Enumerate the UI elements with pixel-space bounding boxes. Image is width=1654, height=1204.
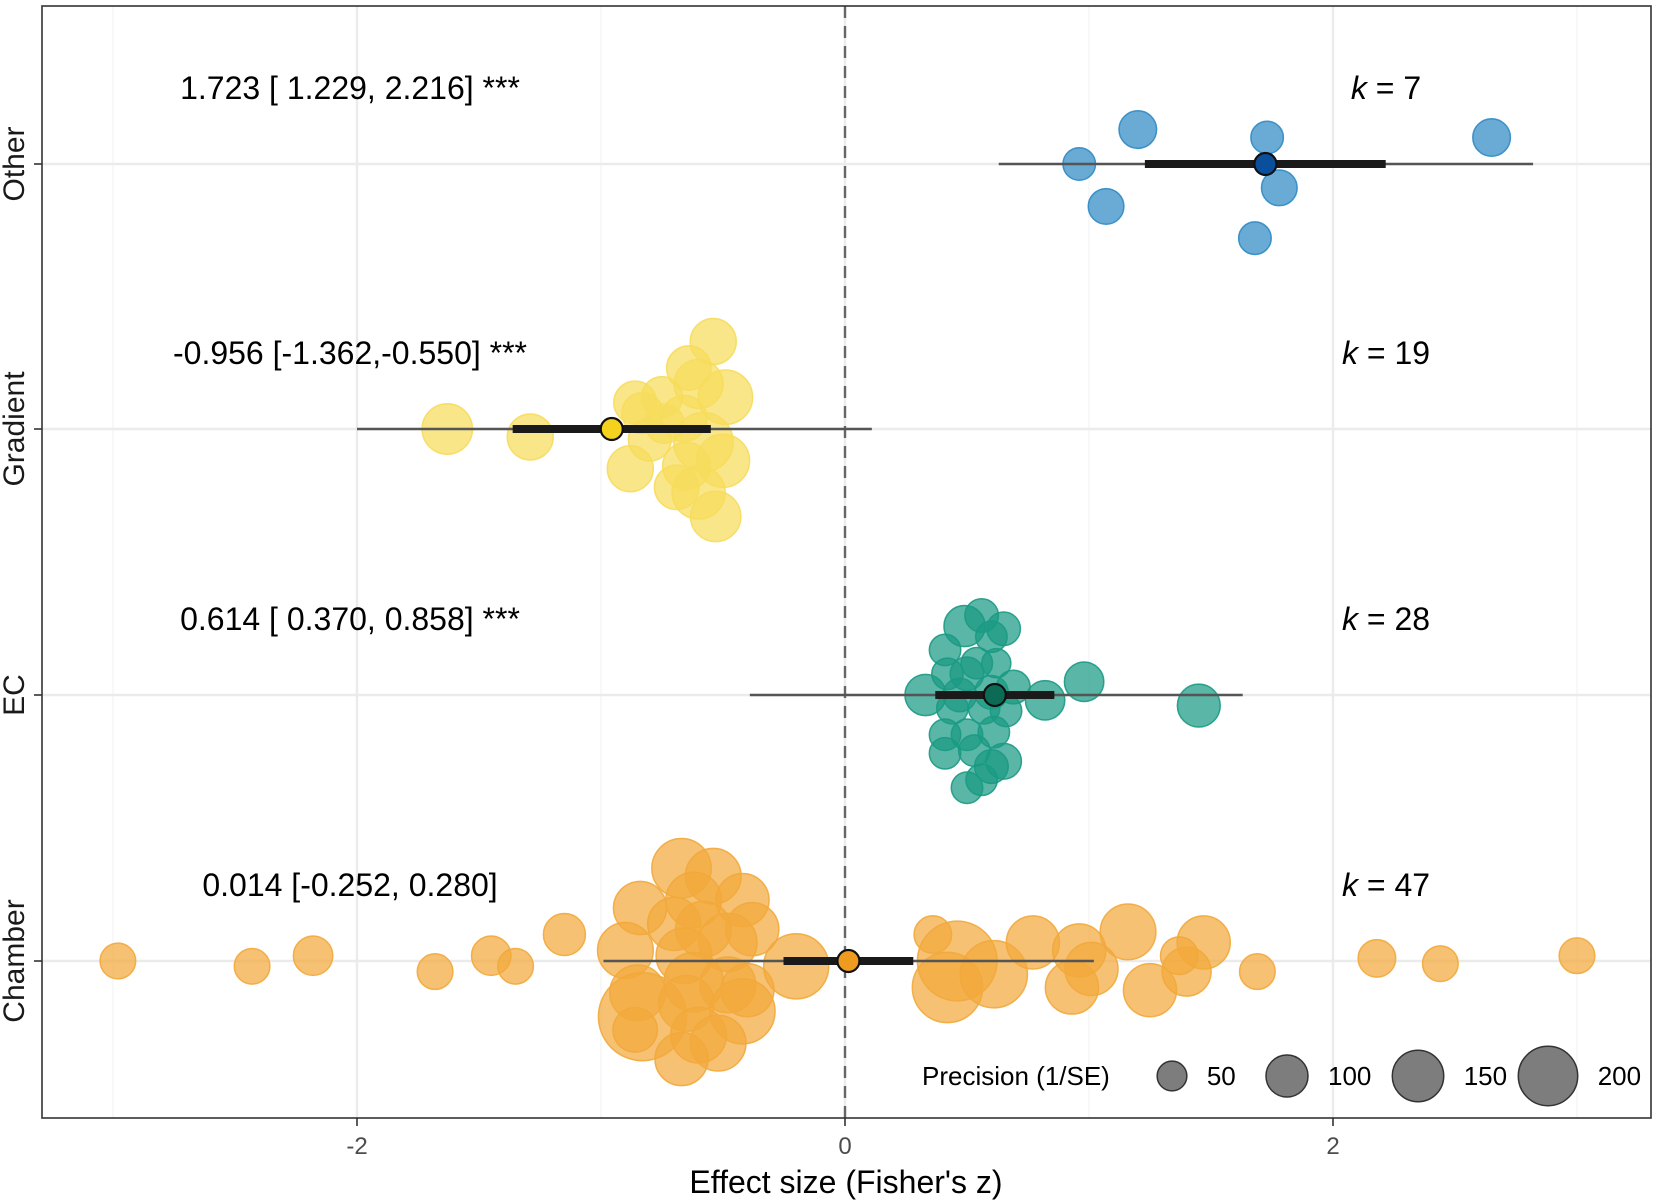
y-tick-label: Chamber — [0, 899, 31, 1022]
x-axis-title: Effect size (Fisher's z) — [689, 1164, 1002, 1200]
group-gradient: -0.956 [-1.362,-0.550] *** k = 19 — [173, 317, 1430, 543]
effect-size-point — [1237, 221, 1272, 256]
k-annotation: k = 28 — [1342, 601, 1430, 637]
group-ec: 0.614 [ 0.370, 0.858] *** k = 28 — [180, 597, 1430, 805]
pooled-estimate-point — [599, 416, 624, 442]
x-axis: -2 0 2 — [346, 1118, 1340, 1160]
effect-size-point — [1044, 960, 1100, 1015]
effect-size-point — [542, 912, 587, 957]
legend-size-label: 150 — [1464, 1061, 1507, 1091]
effect-size-point — [1063, 661, 1105, 703]
effect-size-point — [606, 444, 655, 493]
effect-size-point — [416, 953, 454, 991]
legend-size-circle — [1517, 1045, 1579, 1107]
effect-size-point — [762, 933, 830, 1000]
effect-size-point — [689, 490, 742, 543]
k-value: = 19 — [1358, 335, 1430, 371]
groups-layer: 1.723 [ 1.229, 2.216] *** k = 7 -0.956 [-1… — [99, 70, 1596, 1087]
pooled-estimate-point — [1253, 151, 1278, 177]
effect-size-point — [1558, 937, 1596, 975]
x-tick-label: 0 — [838, 1133, 851, 1160]
k-annotation: k = 19 — [1342, 335, 1430, 371]
effect-size-point — [1159, 936, 1199, 976]
legend: Precision (1/SE) 50 100 150 200 — [922, 1045, 1641, 1107]
legend-size-label: 200 — [1598, 1061, 1641, 1091]
effect-size-point — [1357, 938, 1397, 978]
y-tick-label: EC — [0, 674, 31, 716]
effect-size-point — [1087, 187, 1125, 225]
legend-size-circle — [1156, 1060, 1188, 1092]
k-symbol: k — [1342, 867, 1360, 903]
pooled-estimate-point — [982, 682, 1007, 708]
effect-size-point — [497, 947, 535, 985]
effect-size-point — [950, 771, 984, 805]
k-symbol: k — [1351, 70, 1369, 106]
effect-size-point — [928, 736, 962, 770]
legend-size-label: 50 — [1207, 1061, 1236, 1091]
effect-size-point — [1260, 169, 1298, 207]
k-value: = 7 — [1367, 70, 1421, 106]
effect-size-point — [654, 1031, 709, 1087]
k-annotation: k = 47 — [1342, 867, 1430, 903]
estimate-annotation: -0.956 [-1.362,-0.550] *** — [173, 335, 527, 371]
k-symbol: k — [1342, 601, 1360, 637]
effect-size-point — [1421, 945, 1459, 983]
legend-size-circle — [1391, 1049, 1445, 1103]
effect-size-point — [643, 403, 685, 445]
group-chamber: 0.014 [-0.252, 0.280] k = 47 — [99, 837, 1596, 1087]
effect-size-point — [506, 413, 554, 461]
y-tick-label: Other — [0, 126, 31, 201]
effect-size-point — [1176, 683, 1221, 728]
effect-size-point — [99, 942, 137, 980]
legend-size-label: 100 — [1328, 1061, 1371, 1091]
legend-size-circle — [1265, 1054, 1309, 1098]
effect-size-point — [1024, 679, 1066, 721]
x-tick-label: 2 — [1326, 1133, 1339, 1160]
x-tick-label: -2 — [346, 1133, 367, 1160]
k-symbol: k — [1342, 335, 1360, 371]
estimate-annotation: 1.723 [ 1.229, 2.216] *** — [180, 70, 520, 106]
group-other: 1.723 [ 1.229, 2.216] *** k = 7 — [180, 70, 1534, 256]
effect-size-point — [1238, 953, 1276, 991]
pooled-estimate-point — [836, 948, 861, 974]
effect-size-point — [612, 1006, 659, 1053]
panel-border — [41, 5, 1652, 1119]
estimate-annotation: 0.014 [-0.252, 0.280] — [202, 867, 497, 903]
effect-size-point — [1250, 120, 1285, 155]
y-tick-label: Gradient — [0, 371, 31, 487]
k-annotation: k = 7 — [1351, 70, 1421, 106]
effect-size-point — [292, 935, 334, 977]
y-axis: Other Gradient EC Chamber — [0, 126, 42, 1023]
effect-size-point — [233, 947, 271, 985]
effect-size-point — [1099, 903, 1157, 961]
estimate-annotation: 0.614 [ 0.370, 0.858] *** — [180, 601, 520, 637]
legend-title: Precision (1/SE) — [922, 1061, 1110, 1091]
k-value: = 47 — [1358, 867, 1430, 903]
effect-size-point — [1118, 110, 1158, 150]
effect-size-point — [1472, 117, 1512, 158]
k-value: = 28 — [1358, 601, 1430, 637]
